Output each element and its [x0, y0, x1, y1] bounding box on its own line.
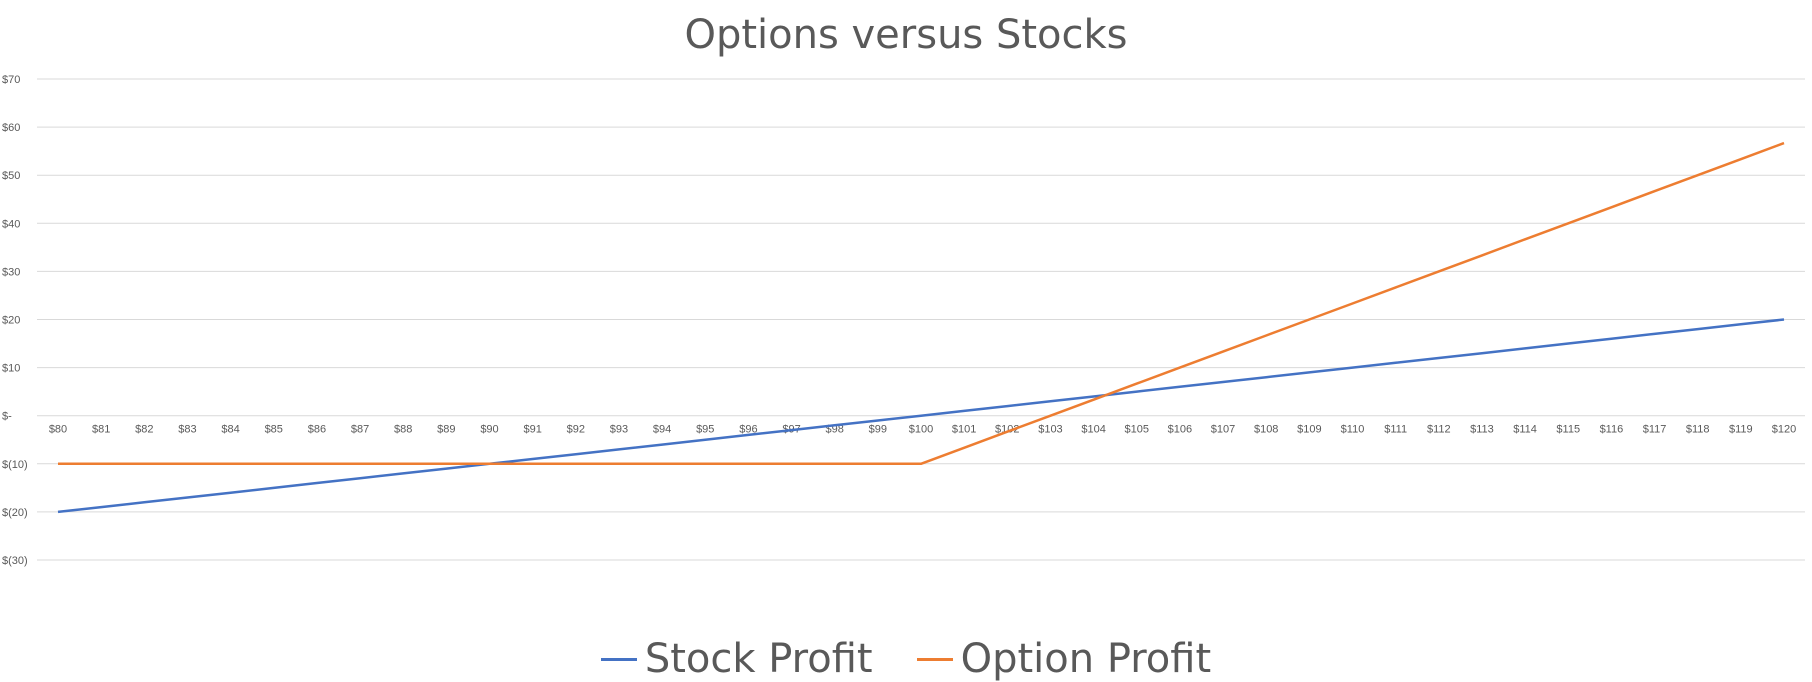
x-tick-label: $109: [1297, 424, 1321, 436]
x-tick-label: $85: [265, 424, 283, 436]
x-tick-label: $117: [1643, 424, 1667, 436]
legend-item-stock-profit: Stock Profit: [600, 636, 873, 682]
x-tick-label: $103: [1038, 424, 1062, 436]
x-tick-label: $92: [567, 424, 585, 436]
x-tick-label: $91: [523, 424, 541, 436]
y-tick-label: $(20): [2, 507, 28, 519]
x-tick-label: $104: [1081, 424, 1105, 436]
y-tick-label: $(10): [2, 459, 28, 471]
x-tick-label: $111: [1384, 424, 1407, 436]
x-tick-label: $113: [1470, 424, 1494, 436]
x-tick-label: $83: [178, 424, 196, 436]
y-tick-label: $(30): [2, 555, 28, 567]
x-tick-label: $118: [1686, 424, 1710, 436]
x-tick-label: $119: [1729, 424, 1753, 436]
x-tick-label: $80: [49, 424, 67, 436]
x-tick-label: $100: [909, 424, 933, 436]
legend: Stock Profit Option Profit: [0, 636, 1812, 682]
x-tick-label: $105: [1125, 424, 1149, 436]
x-tick-label: $87: [351, 424, 369, 436]
series-line-stock-profit: [57, 318, 1785, 514]
x-tick-label: $114: [1513, 424, 1537, 436]
legend-swatch-option: [916, 657, 953, 661]
x-tick-label: $86: [308, 424, 326, 436]
y-tick-label: $70: [2, 74, 20, 86]
x-tick-label: $116: [1600, 424, 1624, 436]
y-tick-label: $20: [2, 315, 20, 327]
x-tick-label: $96: [739, 424, 757, 436]
x-tick-label: $110: [1341, 424, 1365, 436]
y-tick-label: $50: [2, 170, 20, 182]
x-tick-label: $107: [1211, 424, 1235, 436]
x-tick-label: $106: [1168, 424, 1192, 436]
legend-swatch-stock: [600, 657, 637, 661]
x-tick-label: $88: [394, 424, 412, 436]
x-tick-label: $99: [869, 424, 887, 436]
x-tick-label: $108: [1254, 424, 1278, 436]
y-tick-label: $10: [2, 363, 20, 375]
series-line-option-profit: [58, 141, 1785, 466]
x-tick-label: $81: [92, 424, 110, 436]
x-tick-label: $95: [696, 424, 714, 436]
legend-label: Option Profit: [960, 636, 1212, 682]
y-tick-label: $30: [2, 266, 20, 278]
x-tick-label: $90: [480, 424, 498, 436]
x-tick-label: $82: [135, 424, 153, 436]
x-tick-label: $101: [952, 424, 976, 436]
chart-title: Options versus Stocks: [684, 12, 1128, 58]
x-tick-label: $115: [1556, 424, 1580, 436]
y-tick-label: $40: [2, 218, 20, 230]
x-tick-label: $112: [1427, 424, 1451, 436]
x-tick-label: $84: [221, 424, 239, 436]
legend-item-option-profit: Option Profit: [916, 636, 1212, 682]
x-tick-label: $120: [1772, 424, 1796, 436]
legend-label: Stock Profit: [644, 636, 873, 682]
x-tick-label: $89: [437, 424, 455, 436]
y-tick-label: $-: [2, 411, 12, 423]
x-tick-label: $94: [653, 424, 671, 436]
y-tick-label: $60: [2, 122, 20, 134]
x-tick-label: $93: [610, 424, 628, 436]
